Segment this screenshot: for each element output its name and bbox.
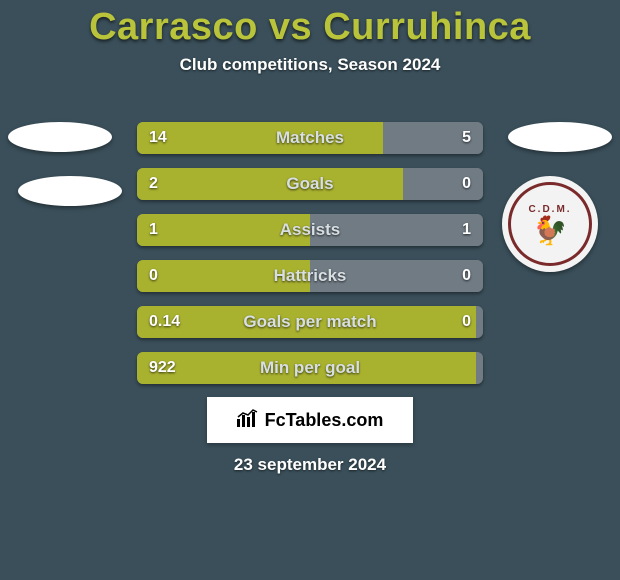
stat-bar-right bbox=[383, 122, 483, 154]
page-subtitle: Club competitions, Season 2024 bbox=[0, 55, 620, 75]
player2-avatar-1 bbox=[508, 122, 612, 152]
page-title: Carrasco vs Curruhinca bbox=[0, 6, 620, 49]
branding-text: FcTables.com bbox=[265, 410, 384, 431]
club-badge-inner: C.D.M. 🐓 bbox=[508, 182, 592, 266]
stat-row: Assists11 bbox=[137, 214, 483, 246]
stat-bar-left bbox=[137, 168, 403, 200]
branding-box[interactable]: FcTables.com bbox=[207, 397, 413, 443]
stat-row: Goals per match0.140 bbox=[137, 306, 483, 338]
comparison-card: Carrasco vs Curruhinca Club competitions… bbox=[0, 0, 620, 580]
stat-row: Goals20 bbox=[137, 168, 483, 200]
stat-row: Hattricks00 bbox=[137, 260, 483, 292]
stat-bar-right bbox=[310, 214, 483, 246]
stat-bar-left bbox=[137, 214, 310, 246]
stat-bar-right bbox=[476, 306, 483, 338]
club-badge-text: C.D.M. bbox=[528, 204, 571, 215]
rooster-icon: 🐓 bbox=[533, 217, 568, 245]
stat-bar-right bbox=[310, 260, 483, 292]
stat-row: Min per goal922 bbox=[137, 352, 483, 384]
date-text: 23 september 2024 bbox=[0, 455, 620, 475]
stat-bar-right bbox=[403, 168, 483, 200]
club-badge: C.D.M. 🐓 bbox=[502, 176, 598, 272]
stat-row: Matches145 bbox=[137, 122, 483, 154]
player1-avatar-1 bbox=[8, 122, 112, 152]
stat-bar-right bbox=[476, 352, 483, 384]
player1-avatar-2 bbox=[18, 176, 122, 206]
stat-bar-left bbox=[137, 306, 476, 338]
stat-bar-left bbox=[137, 122, 383, 154]
stat-bar-left bbox=[137, 352, 476, 384]
stat-bar-left bbox=[137, 260, 310, 292]
stat-bars: Matches145 Goals20 Assists11 Hattricks00 Goa… bbox=[137, 122, 483, 398]
chart-icon bbox=[237, 409, 259, 432]
